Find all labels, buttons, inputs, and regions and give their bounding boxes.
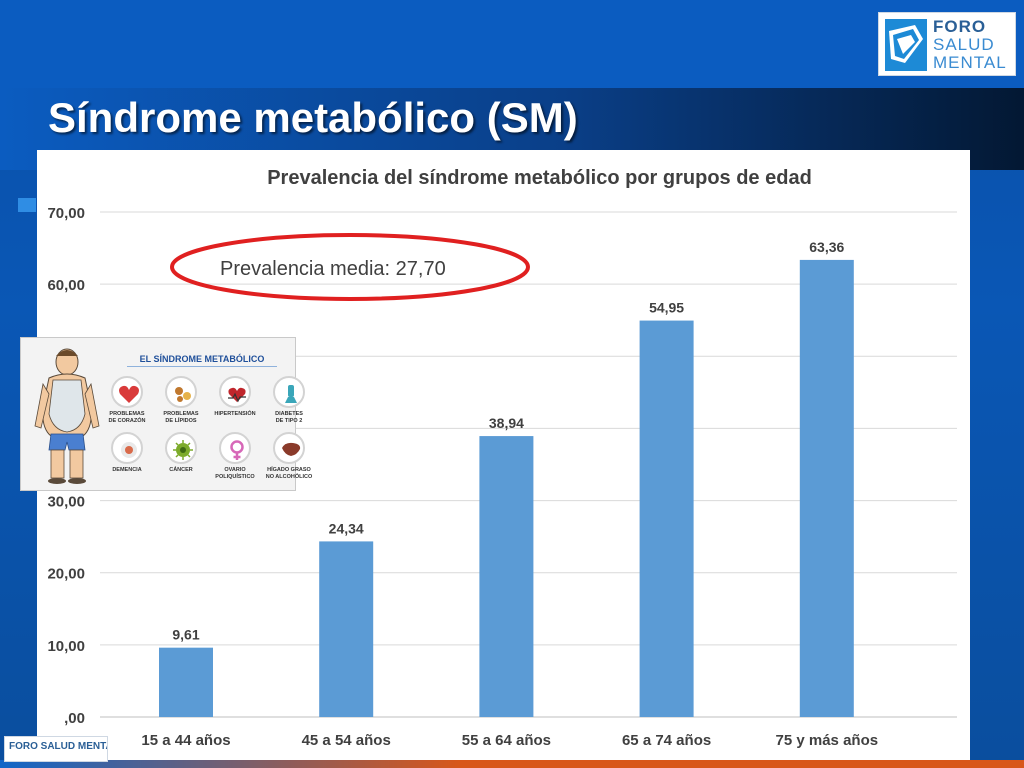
cancer-cell-icon: [173, 440, 193, 460]
y-tick-label: ,00: [64, 710, 85, 727]
infographic-item-label: PROBLEMAS DE LÍPIDOS: [163, 411, 199, 424]
y-tick-label: 10,00: [47, 638, 85, 655]
bar-value-label: 38,94: [489, 415, 524, 431]
infographic-item-label: HIPERTENSIÓN: [214, 411, 256, 417]
header-band: [0, 0, 1024, 88]
liver-icon: [282, 442, 301, 456]
bar-value-label: 9,61: [172, 627, 199, 643]
logo-word-salud: SALUD: [933, 35, 995, 54]
metabolic-syndrome-infographic: EL SÍNDROME METABÓLICO PROBLEMAS DE CORA…: [20, 337, 312, 491]
footer-logo: FORO SALUD MENTAL: [4, 736, 108, 762]
footer-logo-text: FORO SALUD MENTAL: [9, 741, 108, 752]
infographic-item-label: DIABETES DE TIPO 2: [275, 411, 303, 424]
infographic-item: DEMENCIA: [99, 432, 155, 484]
infographic-item: PROBLEMAS DE LÍPIDOS: [153, 376, 209, 428]
logo-word-mental: MENTAL: [933, 53, 1007, 72]
infographic-item: CÁNCER: [153, 432, 209, 484]
infographic-item-label: CÁNCER: [169, 467, 193, 473]
infographic-item-label: DEMENCIA: [112, 467, 142, 473]
bar-4: [639, 320, 694, 717]
x-tick-label: 65 a 74 años: [622, 732, 711, 749]
infographic-title: EL SÍNDROME METABÓLICO: [139, 354, 265, 364]
infographic-item: OVARIO POLIQUÍSTICO: [207, 432, 263, 484]
infographic-icon-circle: [219, 376, 251, 408]
bottom-bar: [0, 760, 1024, 768]
infographic-item: PROBLEMAS DE CORAZÓN: [99, 376, 155, 428]
y-tick-label: 30,00: [47, 494, 85, 511]
x-tick-label: 15 a 44 años: [141, 732, 230, 749]
bar-value-label: 24,34: [329, 520, 364, 536]
infographic-item-label: HÍGADO GRASO NO ALCOHÓLICO: [265, 467, 313, 480]
bar-5: [799, 259, 854, 717]
infographic-item: HÍGADO GRASO NO ALCOHÓLICO: [261, 432, 317, 484]
foro-salud-mental-logo: FORO SALUD MENTAL: [878, 12, 1016, 76]
infographic-item: HIPERTENSIÓN: [207, 376, 263, 428]
infographic-icon-circle: [165, 432, 197, 464]
blood-pressure-icon: [228, 387, 246, 403]
y-tick-label: 60,00: [47, 277, 85, 294]
bar-2: [319, 541, 374, 717]
bar-3: [479, 436, 534, 717]
infographic-item: DIABETES DE TIPO 2: [261, 376, 317, 428]
annotation-text: Prevalencia media: 27,70: [220, 258, 446, 280]
bar-value-label: 63,36: [809, 239, 844, 255]
female-symbol-icon: [230, 440, 244, 460]
infographic-icon-circle: [111, 376, 143, 408]
left-accent: [18, 198, 36, 212]
infographic-icon-circle: [219, 432, 251, 464]
bar-1: [159, 647, 213, 717]
y-tick-label: 20,00: [47, 566, 85, 583]
lipids-icon: [175, 387, 191, 402]
diabetes-icon: [285, 385, 297, 403]
slide-title: Síndrome metabólico (SM): [48, 94, 578, 141]
brain-icon: [121, 442, 137, 458]
bar-value-label: 54,95: [649, 300, 684, 316]
heart-icon: [119, 385, 139, 403]
chart-title: Prevalencia del síndrome metabólico por …: [267, 167, 812, 189]
annotation-ellipse: [170, 233, 530, 301]
logo-word-foro: FORO: [933, 17, 987, 36]
infographic-item-label: OVARIO POLIQUÍSTICO: [215, 467, 255, 480]
infographic-title-underline: [127, 366, 277, 367]
infographic-item-label: PROBLEMAS DE CORAZÓN: [108, 411, 146, 424]
y-tick-label: 70,00: [47, 205, 85, 222]
overweight-person-icon: [34, 348, 100, 484]
x-tick-label: 75 y más años: [776, 732, 879, 749]
x-tick-label: 45 a 54 años: [302, 732, 391, 749]
infographic-icon-circle: [111, 432, 143, 464]
x-tick-label: 55 a 64 años: [462, 732, 551, 749]
infographic-icon-circle: [273, 376, 305, 408]
logo-mark-icon: [885, 19, 927, 71]
infographic-icon-circle: [273, 432, 305, 464]
infographic-icon-circle: [165, 376, 197, 408]
